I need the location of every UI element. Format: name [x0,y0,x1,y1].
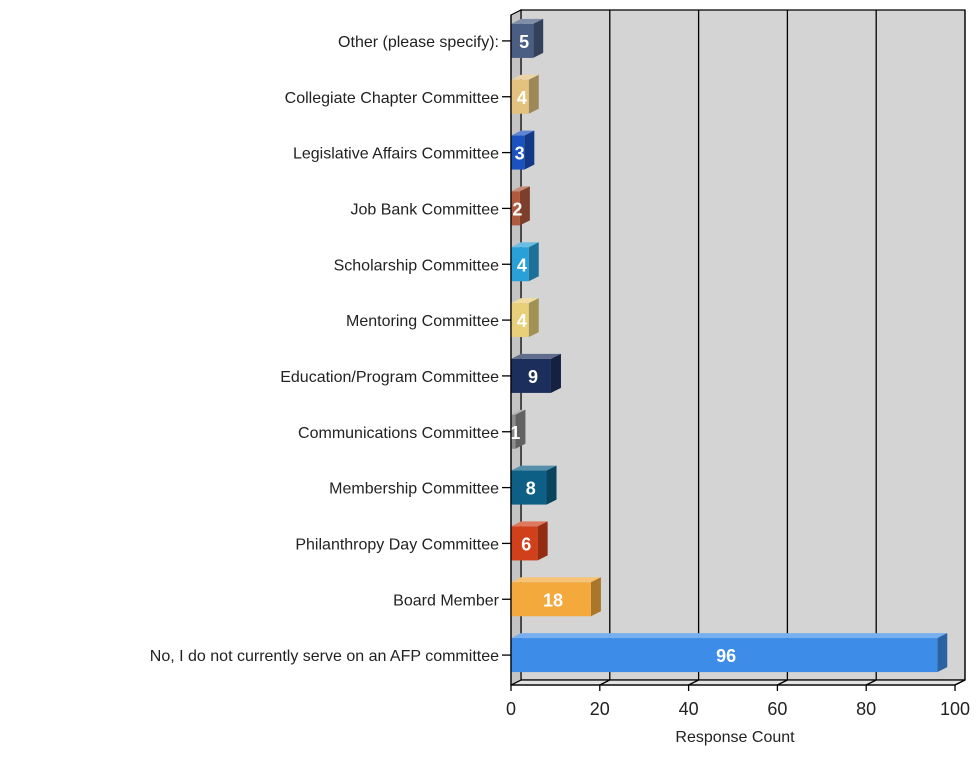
bar-front-face [511,135,525,170]
bar-top-face [511,521,548,527]
bar-side-face [937,633,948,673]
category-label: Collegiate Chapter Committee [285,90,499,107]
bar-value-label: 6 [521,534,531,554]
plot-floor [510,679,966,686]
bar-side-face [515,409,526,449]
bar-side-face [533,18,544,58]
grid-lines [599,10,966,686]
x-tick-label: 40 [679,699,699,719]
bar-front-face [511,23,534,58]
bar-top-face [511,409,526,415]
bar-side-face [528,242,539,282]
bar: 5 [511,18,544,58]
category-label: No, I do not currently serve on an AFP c… [150,648,499,665]
x-tick-label: 80 [856,699,876,719]
bar-front-face [511,526,538,561]
category-label: Board Member [393,592,499,609]
bar-front-face [511,79,529,114]
grid-floor-line [865,679,877,686]
category-label: Communications Committee [298,425,499,442]
bar: 96 [511,633,948,673]
x-tick-label: 0 [506,699,516,719]
bar-front-face [511,247,529,282]
bar-front-face [511,358,551,393]
bar-top-face [511,465,557,471]
grid-floor-line [954,679,966,686]
bar-side-face [546,465,557,505]
category-label: Legislative Affairs Committee [293,146,499,163]
category-labels: Other (please specify): Collegiate Chapte… [150,34,500,665]
bar: 2 [511,186,530,226]
bar-top-face [511,353,561,359]
bar-top-face [511,242,539,248]
bar-value-label: 96 [716,646,736,666]
bar-front-face [511,191,520,226]
bar-front-face [511,303,529,338]
bar-side-face [528,298,539,338]
bar: 3 [511,130,535,170]
bar-value-label: 4 [517,255,527,275]
bar: 4 [511,298,539,338]
bar-side-face [524,130,535,170]
bar-top-face [511,130,535,136]
bar-top-face [511,298,539,304]
plot-area [510,9,966,686]
category-label: Philanthropy Day Committee [295,536,499,553]
grid-floor-line [688,679,699,686]
bar: 18 [511,577,601,617]
bar-value-label: 9 [528,367,538,387]
bar-value-label: 8 [526,479,536,499]
category-label: Other (please specify): [338,34,499,51]
bar-side-face [590,577,601,617]
bar: 4 [511,74,539,114]
bar-top-face [511,577,601,583]
tick-labels: 0 20 40 60 80 100 [506,699,970,719]
x-tick-label: 20 [590,699,610,719]
bar-front-face [511,414,516,449]
category-label: Scholarship Committee [334,257,500,274]
category-label: Mentoring Committee [346,313,499,330]
bar-front-face [511,582,591,617]
grid-floor-line [777,679,788,686]
grid-floor-line [599,679,611,686]
bar-side-face [550,353,561,393]
category-label: Job Bank Committee [350,201,499,218]
bar-value-label: 2 [512,199,522,219]
bar: 1 [510,409,526,449]
bar-top-face [511,74,539,80]
bar: 9 [511,353,561,393]
bar-value-label: 3 [515,144,525,164]
bar-side-face [528,74,539,114]
x-tick-label: 60 [767,699,787,719]
bar-value-label: 1 [510,423,520,443]
category-label: Education/Program Committee [280,369,499,386]
axes [502,15,956,691]
bar-front-face [511,638,938,673]
bar: 4 [511,242,539,282]
bar-value-label: 4 [517,311,527,331]
bar-side-face [537,521,548,561]
category-label: Membership Committee [329,481,499,498]
bar-value-label: 18 [543,590,563,610]
bar-value-label: 4 [517,88,527,108]
bar: 8 [511,465,557,505]
bar-top-face [511,633,948,639]
bar-top-face [511,186,530,192]
bar-top-face [511,18,544,24]
bar-value-label: 5 [519,32,529,52]
bar-side-face [519,186,530,226]
bar: 6 [511,521,548,561]
bar-front-face [511,470,547,505]
x-tick-label: 100 [940,699,970,719]
x-axis-title: Response Count [675,729,795,746]
